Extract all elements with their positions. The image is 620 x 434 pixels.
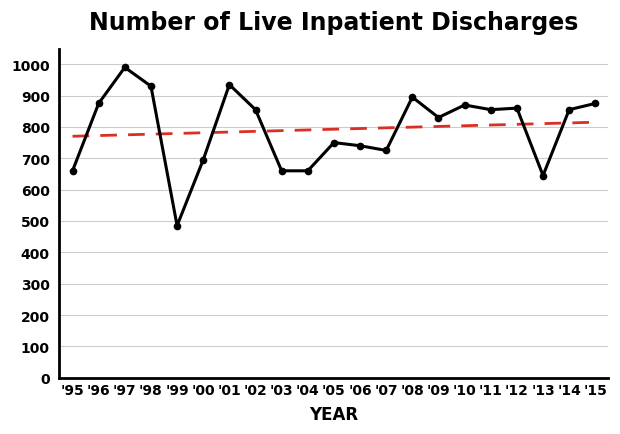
X-axis label: YEAR: YEAR <box>309 405 358 423</box>
Title: Number of Live Inpatient Discharges: Number of Live Inpatient Discharges <box>89 11 578 35</box>
